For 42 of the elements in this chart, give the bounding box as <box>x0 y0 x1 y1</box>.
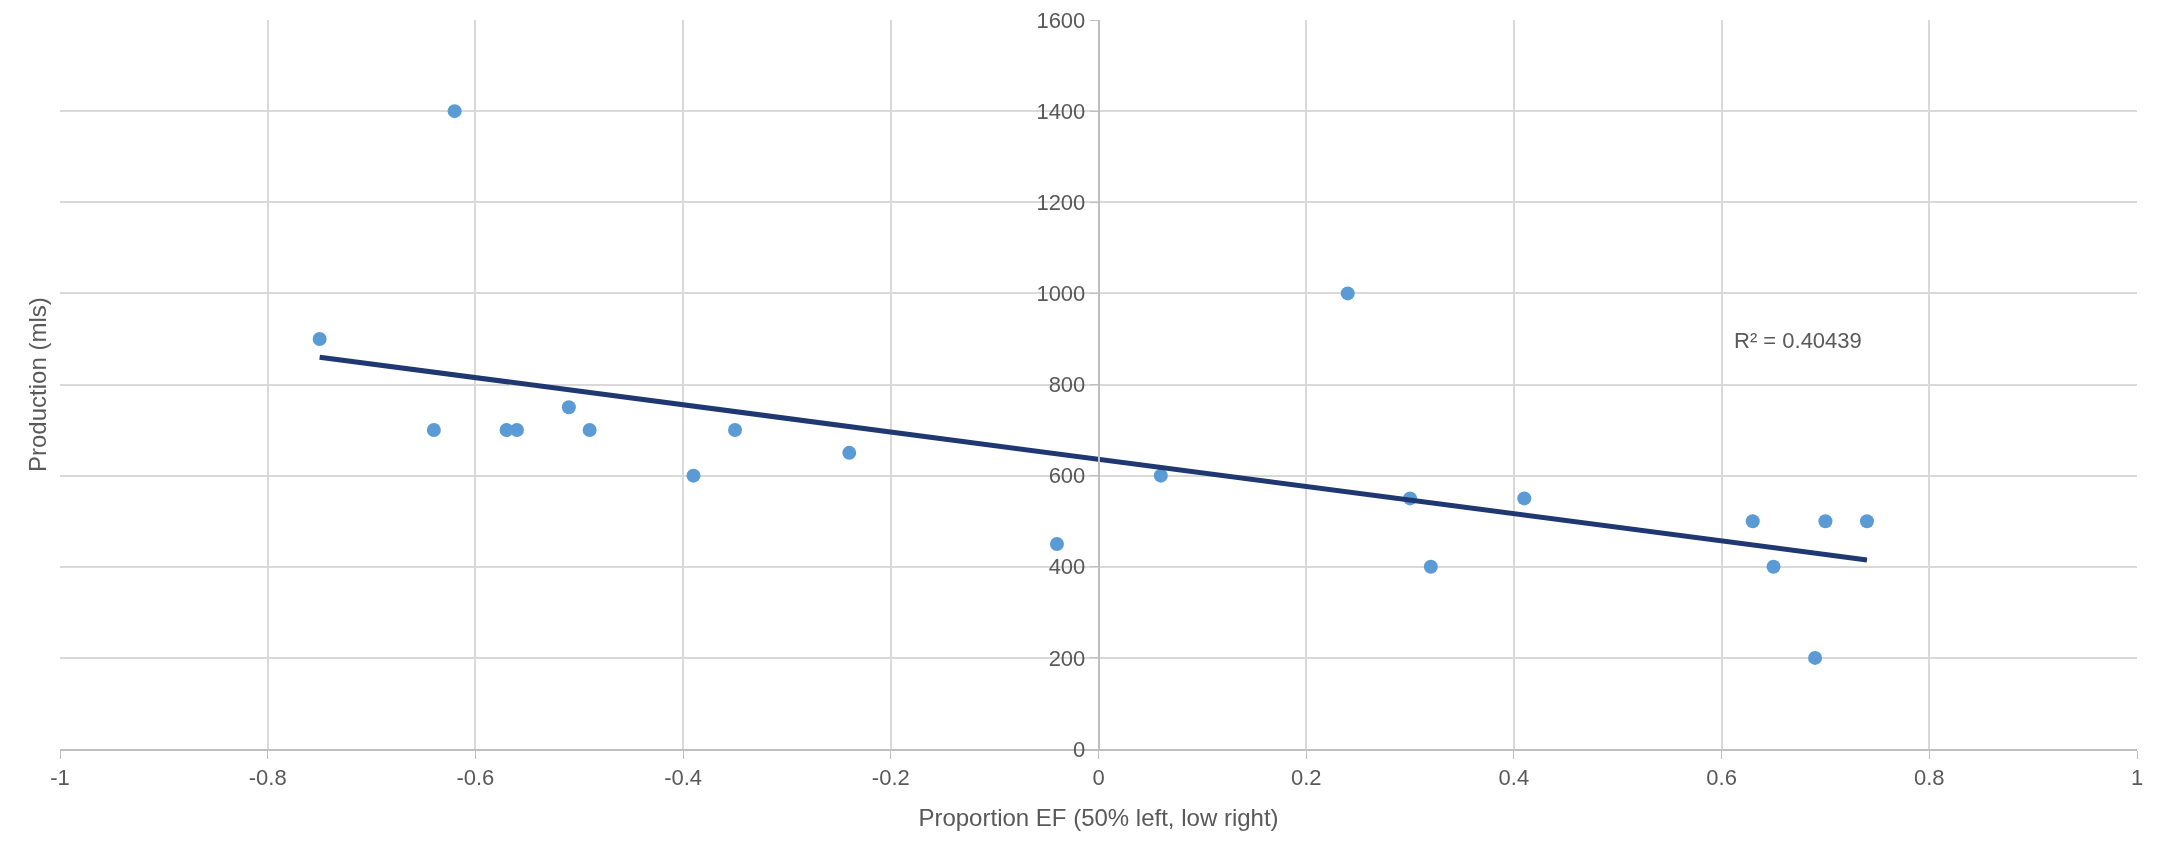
x-tick-label: 0 <box>1092 765 1105 791</box>
x-tick-label: -0.4 <box>664 765 703 791</box>
annotation: R² = 0.40439 <box>1734 328 1862 353</box>
point <box>842 445 857 460</box>
x-tick-label: 0.2 <box>1290 765 1322 791</box>
point <box>1049 536 1064 551</box>
y-tick-label: 600 <box>1048 463 1086 489</box>
y-tick-label: 1600 <box>1036 7 1086 33</box>
point <box>447 104 462 119</box>
y-tick-label: 1400 <box>1036 98 1086 124</box>
point <box>686 468 701 483</box>
y-tick-label: 400 <box>1048 554 1086 580</box>
point <box>1818 514 1833 529</box>
point <box>1423 559 1438 574</box>
x-tick-label: 0.6 <box>1706 765 1737 791</box>
x-tick-label: 0.4 <box>1498 765 1530 791</box>
point <box>1860 514 1874 529</box>
y-tick-label: 1000 <box>1036 281 1086 307</box>
point <box>1340 286 1355 301</box>
point <box>1766 559 1781 574</box>
point <box>1808 650 1823 665</box>
y-tick-label: 800 <box>1048 372 1086 398</box>
point <box>312 331 327 346</box>
y-tick-label: 0 <box>1073 736 1086 762</box>
point <box>561 400 576 415</box>
x-tick-label: 0.8 <box>1914 765 1945 791</box>
point <box>1517 491 1532 506</box>
x-tick-label: 1 <box>2130 765 2144 791</box>
point <box>582 423 597 438</box>
x-tick-label: -0.2 <box>871 765 910 791</box>
y-axis-title: Production (mls) <box>24 297 51 472</box>
point <box>1153 468 1168 483</box>
y-tick-label: 1200 <box>1036 189 1086 215</box>
point <box>509 423 524 438</box>
y-tick-label: 200 <box>1048 645 1086 671</box>
point <box>728 423 743 438</box>
x-tick-label: -0.6 <box>456 765 495 791</box>
x-tick-label: -0.8 <box>248 765 287 791</box>
point <box>1745 514 1760 529</box>
point <box>426 423 441 438</box>
x-axis-title: Proportion EF (50% left, low right) <box>918 803 1279 831</box>
x-tick-label: -1 <box>50 765 70 791</box>
